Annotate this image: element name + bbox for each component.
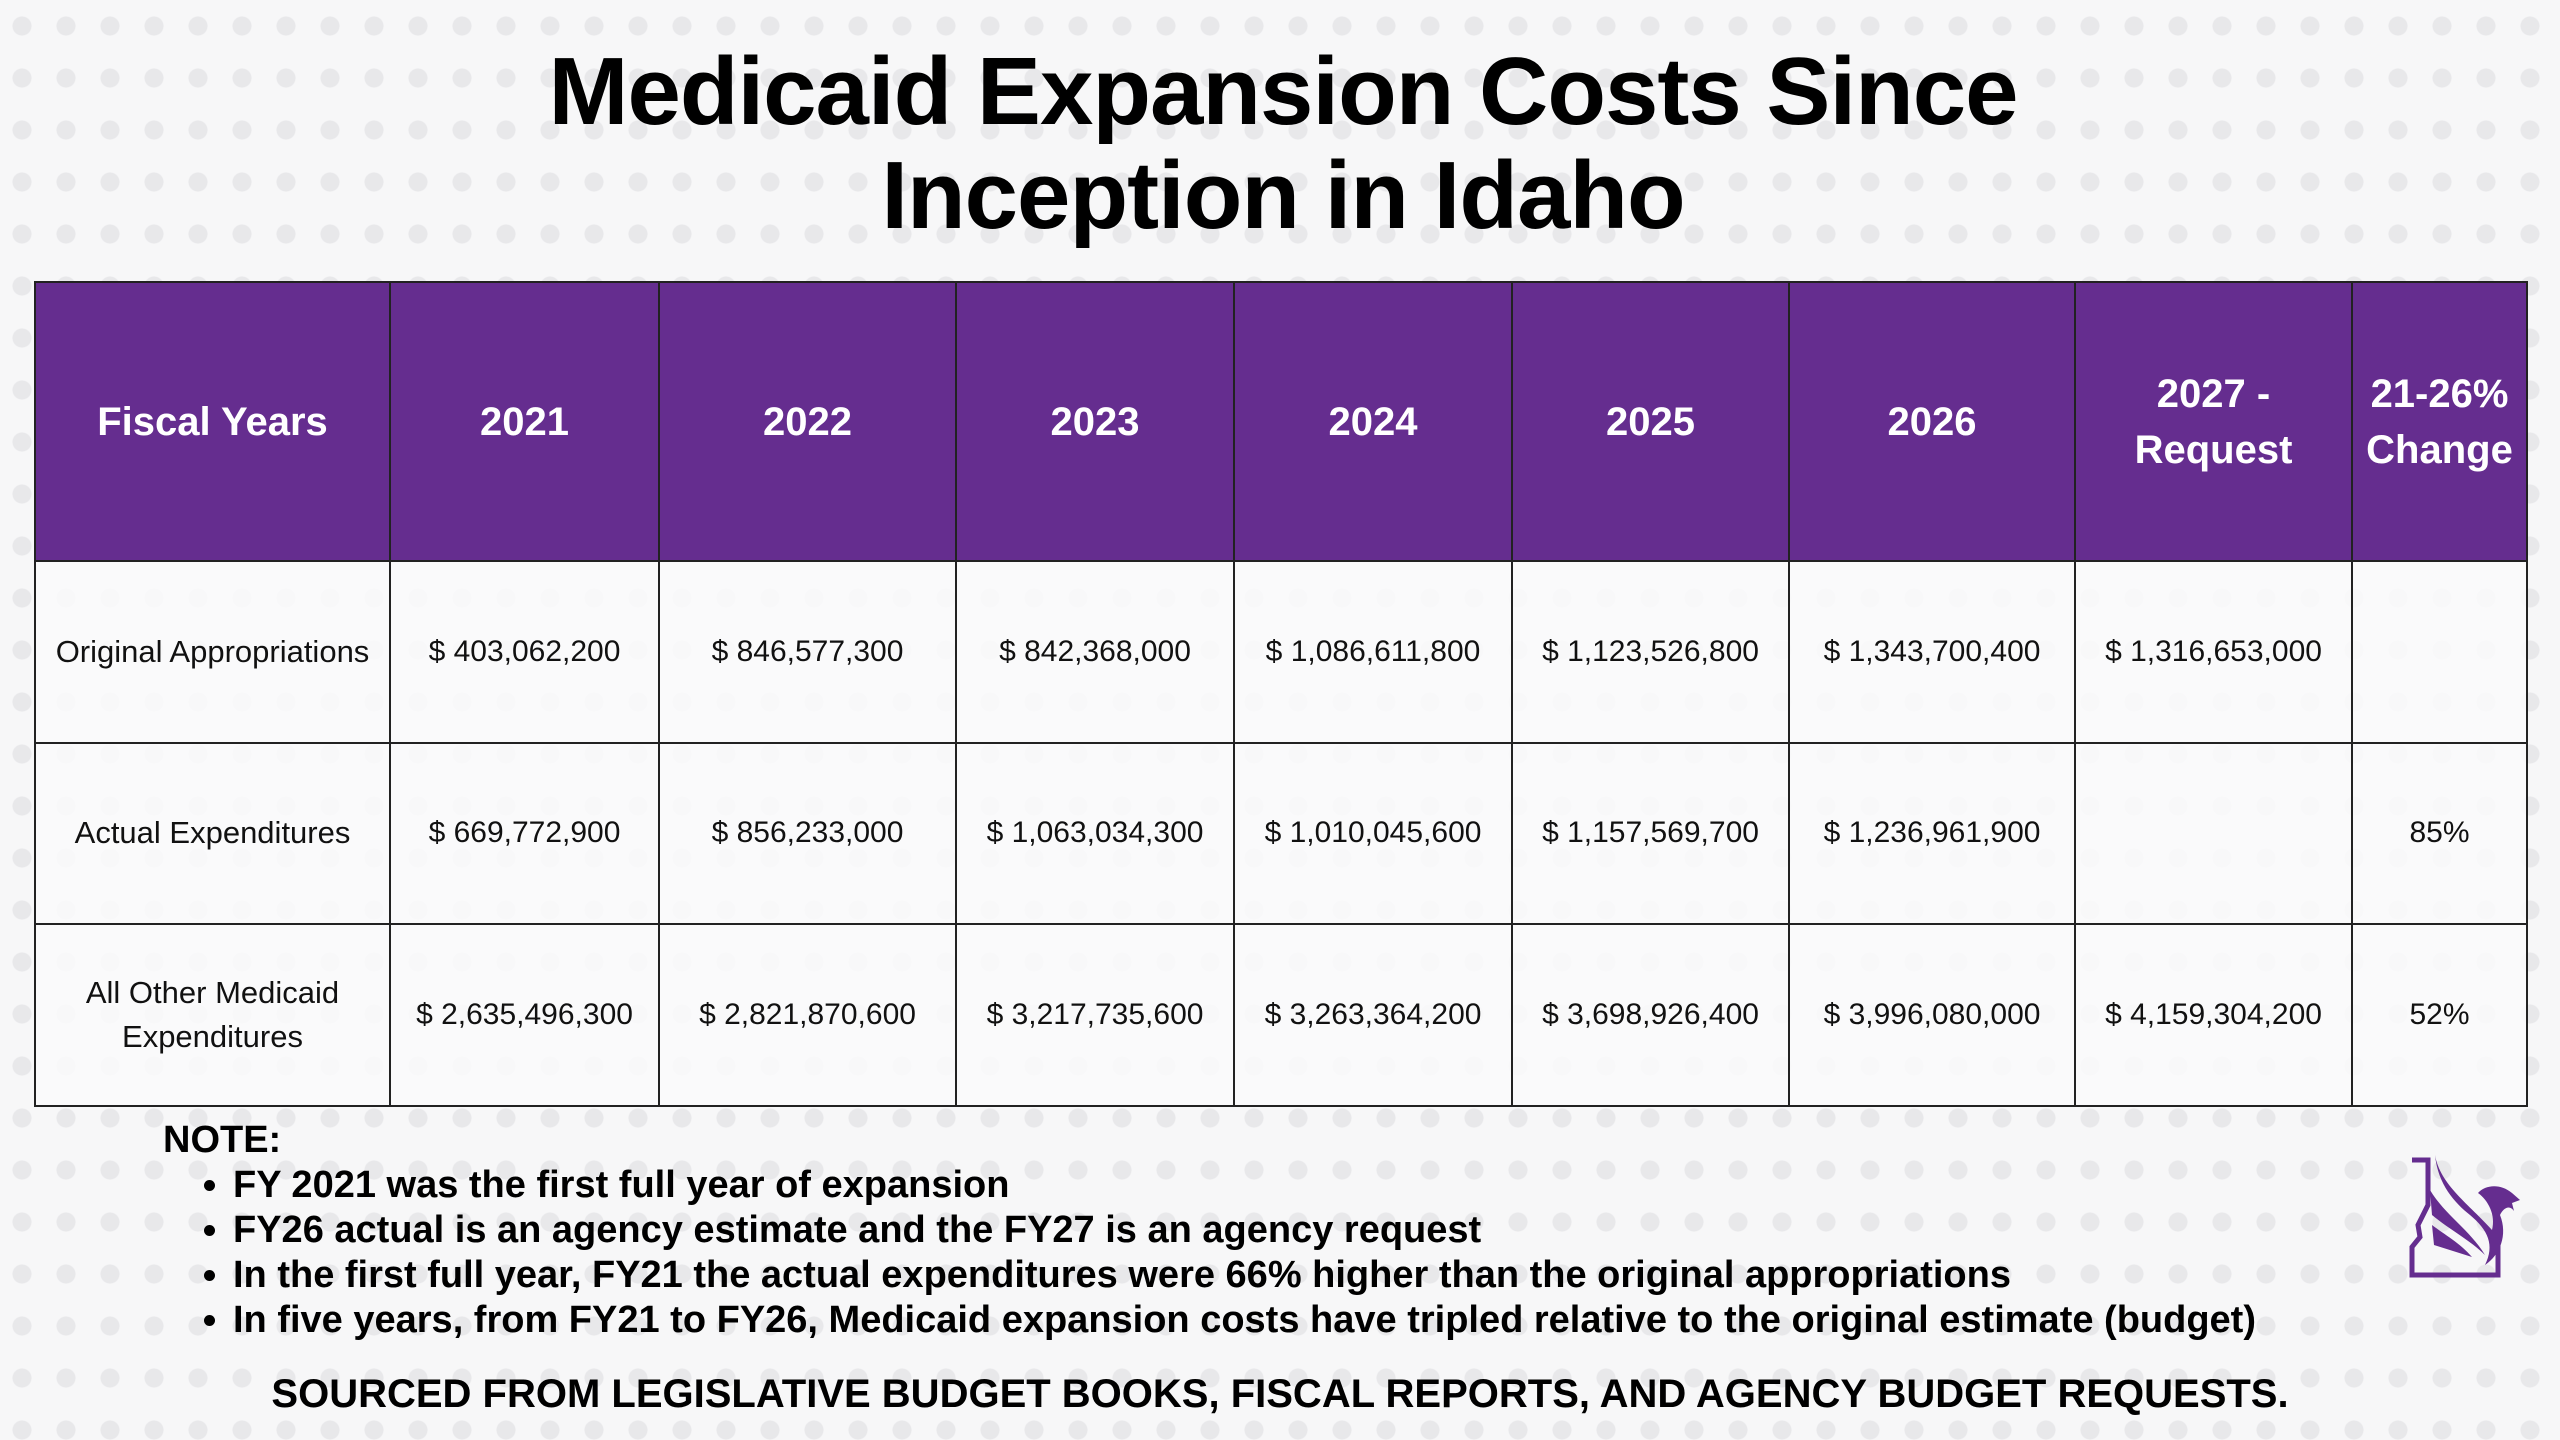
notes-list: FY 2021 was the first full year of expan… — [163, 1163, 2256, 1343]
table-row: Original Appropriations $ 403,062,200 $ 84… — [34, 560, 2528, 744]
table-cell: $ 3,996,080,000 — [1788, 923, 2076, 1107]
table-row: Actual Expenditures $ 669,772,900 $ 856,23… — [34, 741, 2528, 926]
table-cell: $ 403,062,200 — [389, 560, 660, 744]
table-cell: $ 2,821,870,600 — [658, 923, 957, 1107]
table-cell: $ 1,343,700,400 — [1788, 560, 2076, 744]
table-cell: $ 1,086,611,800 — [1233, 560, 1513, 744]
table-row: All Other Medicaid Expenditures $ 2,635,4… — [34, 923, 2528, 1107]
note-item: FY26 actual is an agency estimate and th… — [233, 1208, 2256, 1253]
notes-heading: NOTE: — [163, 1119, 282, 1161]
table-cell: $ 1,157,569,700 — [1511, 741, 1790, 926]
table-cell — [2351, 560, 2528, 744]
note-item: In five years, from FY21 to FY26, Medica… — [233, 1298, 2256, 1343]
notes-section: NOTE: FY 2021 was the first full year of… — [163, 1118, 2256, 1343]
table-cell: $ 846,577,300 — [658, 560, 957, 744]
title-line-1: Medicaid Expansion Costs Since — [548, 38, 2018, 145]
source-line: SOURCED FROM LEGISLATIVE BUDGET BOOKS, F… — [271, 1372, 2289, 1416]
table-cell: 85% — [2351, 741, 2528, 926]
medicaid-costs-table: Fiscal Years 2021 2022 2023 2024 2025 20… — [34, 281, 2528, 1107]
table-header-row: Fiscal Years 2021 2022 2023 2024 2025 20… — [34, 281, 2528, 562]
column-header: 21-26% Change — [2351, 281, 2528, 562]
table-cell: $ 669,772,900 — [389, 741, 660, 926]
column-header: 2023 — [955, 281, 1235, 562]
column-header: 2021 — [389, 281, 660, 562]
column-header: 2024 — [1233, 281, 1513, 562]
row-label: Actual Expenditures — [34, 741, 391, 926]
table-cell: $ 1,316,653,000 — [2074, 560, 2353, 744]
table-cell — [2074, 741, 2353, 926]
note-item: FY 2021 was the first full year of expan… — [233, 1163, 2256, 1208]
note-item: In the first full year, FY21 the actual … — [233, 1253, 2256, 1298]
column-header: 2026 — [1788, 281, 2076, 562]
table-cell: $ 4,159,304,200 — [2074, 923, 2353, 1107]
table-cell: $ 856,233,000 — [658, 741, 957, 926]
table-cell: $ 1,010,045,600 — [1233, 741, 1513, 926]
title-line-2: Inception in Idaho — [881, 142, 1685, 249]
column-header: 2025 — [1511, 281, 1790, 562]
table-cell: 52% — [2351, 923, 2528, 1107]
table-cell: $ 1,123,526,800 — [1511, 560, 1790, 744]
table-cell: $ 1,236,961,900 — [1788, 741, 2076, 926]
table-cell: $ 1,063,034,300 — [955, 741, 1235, 926]
table-cell: $ 3,698,926,400 — [1511, 923, 1790, 1107]
row-label: All Other Medicaid Expenditures — [34, 923, 391, 1107]
table-cell: $ 842,368,000 — [955, 560, 1235, 744]
column-header: 2022 — [658, 281, 957, 562]
column-header: 2027 - Request — [2074, 281, 2353, 562]
table-cell: $ 3,263,364,200 — [1233, 923, 1513, 1107]
row-label: Original Appropriations — [34, 560, 391, 744]
table-cell: $ 2,635,496,300 — [389, 923, 660, 1107]
table-cell: $ 3,217,735,600 — [955, 923, 1235, 1107]
idaho-eagle-logo-icon — [2409, 1155, 2520, 1278]
page-title: Medicaid Expansion Costs Since Inception… — [0, 40, 2560, 248]
column-header: Fiscal Years — [34, 281, 391, 562]
